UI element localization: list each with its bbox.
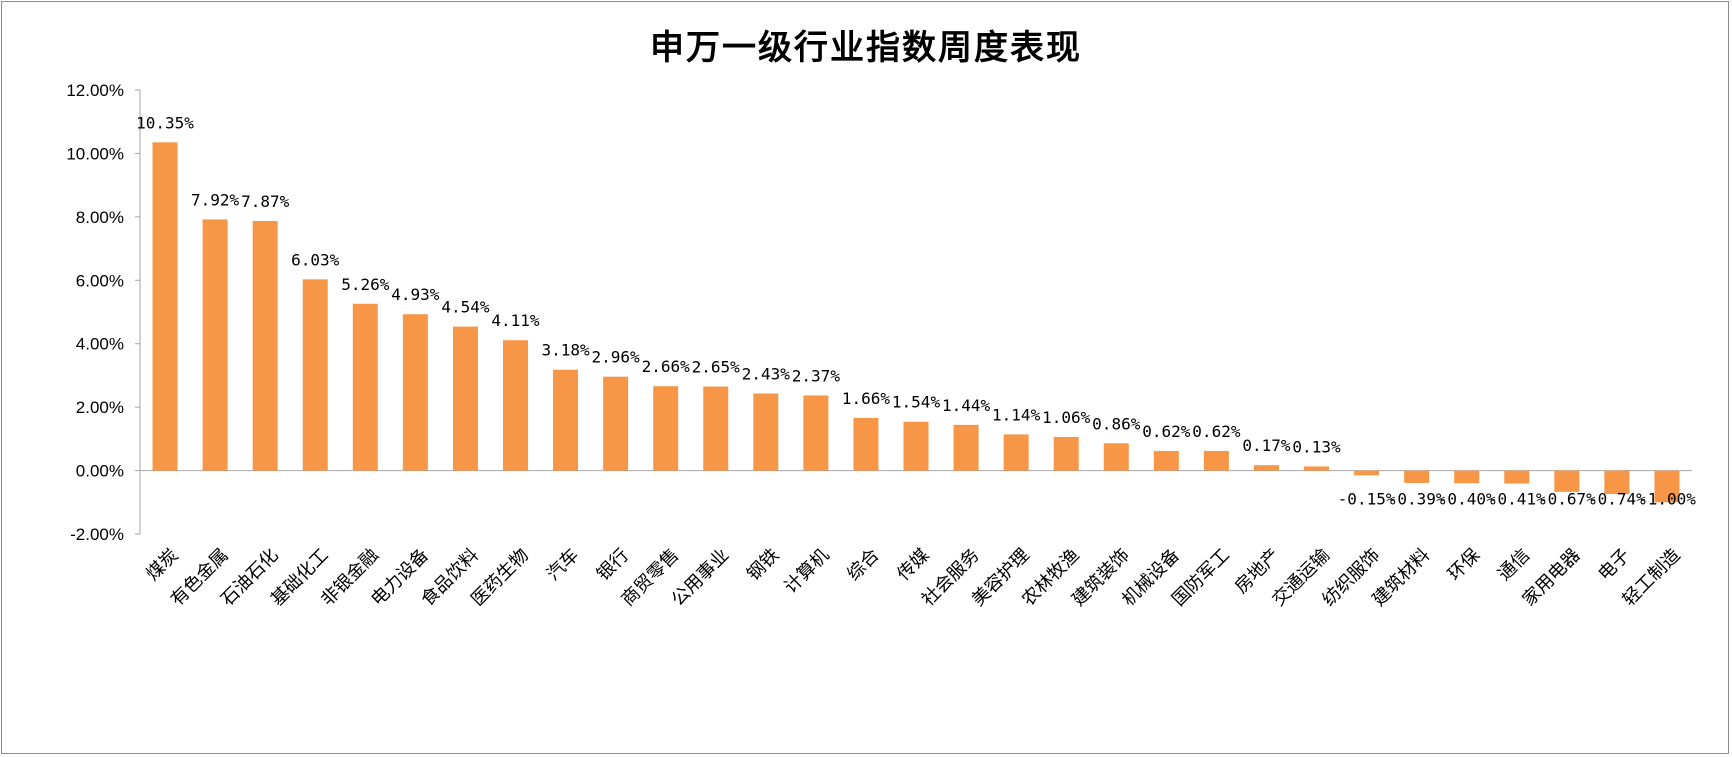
data-label: 7.87% <box>241 192 290 211</box>
bar <box>502 340 528 471</box>
bar <box>1454 470 1480 484</box>
bar <box>1654 470 1680 503</box>
y-tick-label: 0.00% <box>76 462 124 481</box>
bar <box>1103 443 1129 471</box>
data-label: 0.62% <box>1192 422 1241 441</box>
bar <box>553 369 579 471</box>
chart-bars <box>152 142 1680 503</box>
y-tick-label: 8.00% <box>76 208 124 227</box>
data-label: 6.03% <box>291 250 340 269</box>
bar <box>753 393 779 471</box>
data-label: 1.44% <box>942 396 991 415</box>
bar <box>1203 450 1229 471</box>
data-label: 1.54% <box>892 393 941 412</box>
data-label: 10.35% <box>136 113 194 132</box>
bar <box>1253 465 1279 471</box>
chart-title: 申万一级行业指数周度表现 <box>650 28 1082 68</box>
category-label: 汽车 <box>543 545 583 585</box>
data-label: 1.06% <box>1042 408 1091 427</box>
data-label: 0.62% <box>1142 422 1191 441</box>
bar <box>1554 470 1580 492</box>
data-label: 0.86% <box>1092 414 1141 433</box>
data-label: 4.93% <box>391 285 440 304</box>
bar <box>1404 470 1430 483</box>
data-label: 1.14% <box>992 405 1041 424</box>
data-label: 3.18% <box>541 341 590 360</box>
bar <box>402 314 428 471</box>
data-label: 4.11% <box>491 311 540 330</box>
bar <box>603 376 629 471</box>
data-label: 2.96% <box>592 348 641 367</box>
data-label: -0.67% <box>1538 490 1596 509</box>
category-label: 通信 <box>1494 545 1534 585</box>
bar <box>853 417 879 471</box>
data-label: 2.66% <box>642 357 691 376</box>
bar <box>152 142 178 471</box>
bar <box>1604 470 1630 495</box>
bar <box>953 424 979 471</box>
bar <box>1053 436 1079 471</box>
data-label: 1.66% <box>842 389 891 408</box>
chart-axes: 12.00% 10.00% 8.00% 6.00% 4.00% 2.00% 0.00% -2.… <box>66 81 1692 544</box>
category-label: 电子 <box>1594 545 1634 585</box>
category-label: 计算机 <box>780 545 833 598</box>
bar <box>352 303 378 471</box>
bar <box>1504 470 1530 484</box>
data-label: 5.26% <box>341 275 390 294</box>
category-label: 钢铁 <box>743 545 783 585</box>
bar <box>803 395 829 471</box>
bar <box>452 326 478 471</box>
category-label: 环保 <box>1444 545 1484 585</box>
data-label: -0.74% <box>1588 490 1646 509</box>
category-label: 银行 <box>593 545 633 585</box>
data-label: -0.40% <box>1438 490 1496 509</box>
bar <box>1003 434 1029 471</box>
category-label: 综合 <box>843 545 883 585</box>
bar <box>202 219 228 471</box>
bar <box>252 220 278 471</box>
category-label: 传媒 <box>893 545 933 585</box>
y-tick-label: 2.00% <box>76 398 124 417</box>
y-tick-label: 12.00% <box>66 81 124 100</box>
data-label: 2.65% <box>692 358 741 377</box>
bar <box>703 386 729 471</box>
y-tick-label: -2.00% <box>70 525 124 544</box>
data-label: 0.13% <box>1292 437 1341 456</box>
data-label: 2.37% <box>792 366 841 385</box>
chart-data-labels: 10.35% 7.92% 7.87% 6.03%5.26%4.93%4.54%4.11… <box>136 113 1696 508</box>
data-label: 2.43% <box>742 365 791 384</box>
data-label: -0.39% <box>1388 490 1446 509</box>
y-tick-label: 10.00% <box>66 144 124 163</box>
y-tick-label: 6.00% <box>76 271 124 290</box>
bar <box>1304 466 1330 471</box>
bar <box>302 279 328 471</box>
bar <box>1153 450 1179 471</box>
bar <box>903 421 929 471</box>
data-label: 0.17% <box>1242 436 1291 455</box>
data-label: 7.92% <box>191 190 240 209</box>
y-tick-label: 4.00% <box>76 335 124 354</box>
category-label: 煤炭 <box>142 545 182 585</box>
data-label: -0.15% <box>1338 490 1396 509</box>
data-label: -1.00% <box>1638 490 1696 509</box>
data-label: -0.41% <box>1488 490 1546 509</box>
data-label: 4.54% <box>441 298 490 317</box>
bar <box>653 386 679 471</box>
bar <box>1354 470 1380 476</box>
